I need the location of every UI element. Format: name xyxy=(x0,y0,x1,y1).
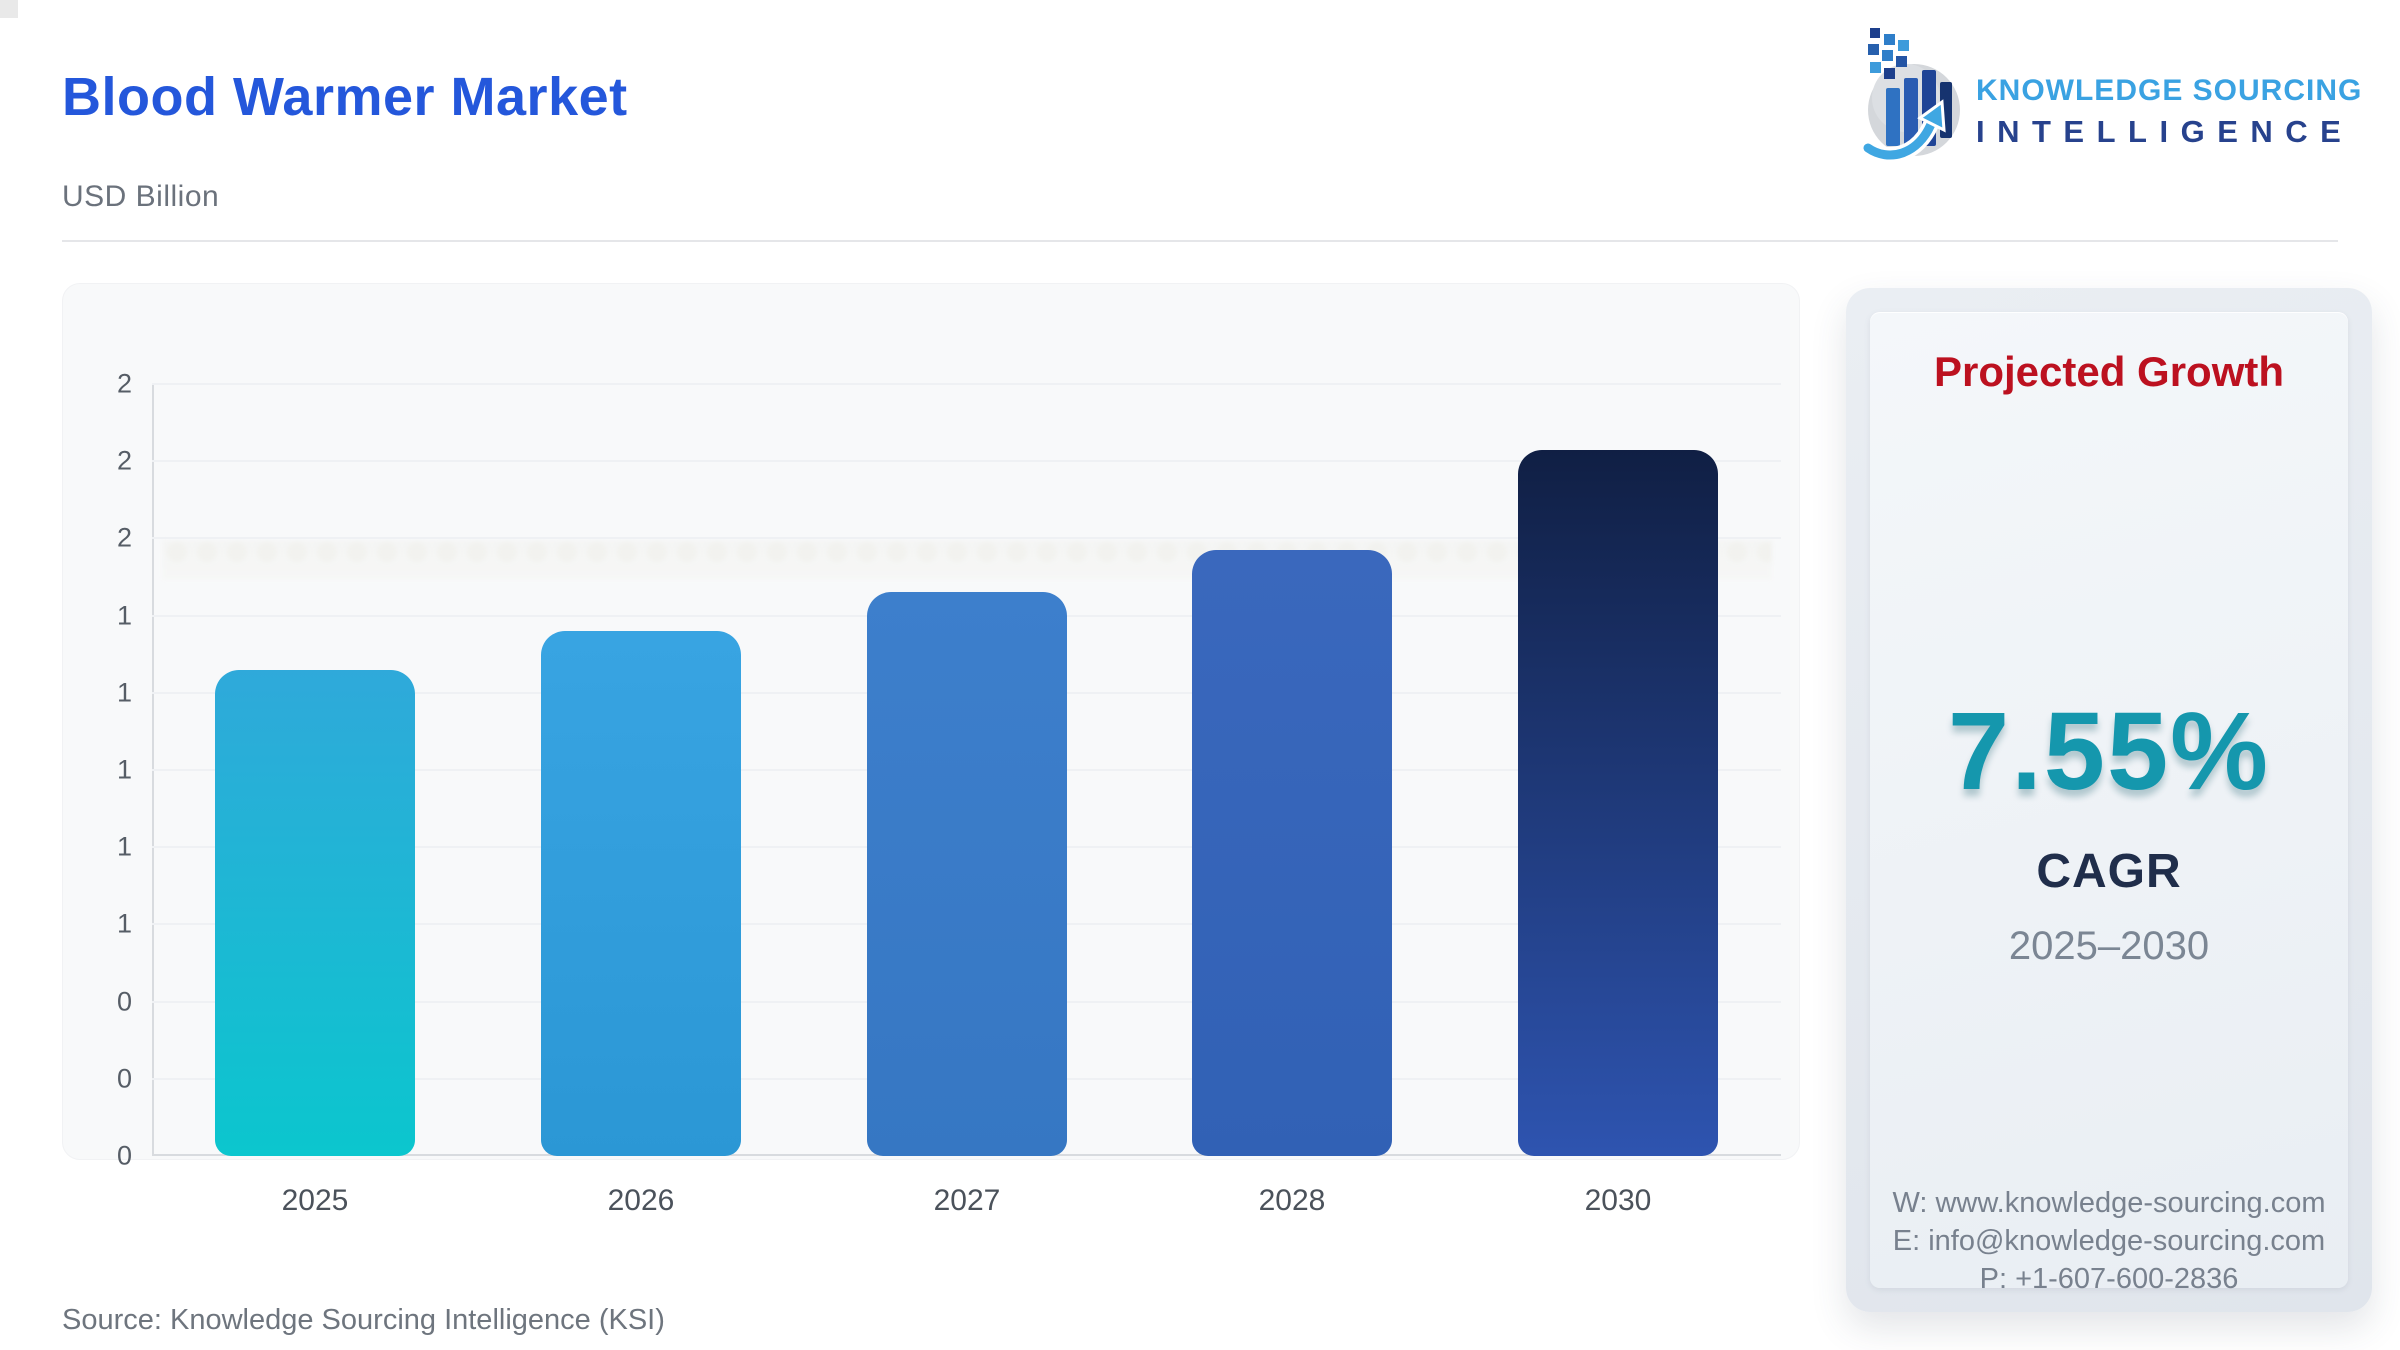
ksi-logo-icon xyxy=(1862,28,1960,163)
header-divider xyxy=(62,240,2338,242)
bar-2030 xyxy=(1518,450,1718,1156)
logo-line1: KNOWLEDGE SOURCING xyxy=(1976,74,2363,107)
plot-area: 0 0 0 1 1 1 1 1 2 2 2 2025 2026 2027 2028 2030 xyxy=(117,369,1781,1217)
page-title: Blood Warmer Market xyxy=(62,67,628,127)
bar-2027 xyxy=(867,592,1067,1156)
y-tick-label: 1 xyxy=(116,908,132,939)
x-tick-label-2025: 2025 xyxy=(281,1184,349,1217)
bar-2028 xyxy=(1192,550,1392,1156)
gridline xyxy=(152,460,1781,463)
gridline xyxy=(152,537,1781,540)
y-tick-label: 1 xyxy=(116,754,132,785)
corner-artifact xyxy=(0,0,18,18)
chart-panel: 0 0 0 1 1 1 1 1 2 2 2 2025 2026 2027 2028 2030 xyxy=(62,283,1800,1217)
projected-growth-panel: Projected Growth 7.55% CAGR 2025–2030 W:… xyxy=(1846,288,2372,1312)
y-tick-label: 0 xyxy=(116,1140,132,1171)
contact-website: W: www.knowledge-sourcing.com xyxy=(1892,1187,2326,1219)
projected-growth-card: Projected Growth 7.55% CAGR 2025–2030 W:… xyxy=(1870,312,2348,1295)
x-tick-label-2028: 2028 xyxy=(1258,1184,1326,1217)
page-subtitle: USD Billion xyxy=(62,180,220,213)
contact-phone: P: +1-607-600-2836 xyxy=(1979,1263,2239,1295)
contact-email: E: info@knowledge-sourcing.com xyxy=(1892,1225,2326,1257)
x-tick-label-2026: 2026 xyxy=(607,1184,675,1217)
y-tick-label: 1 xyxy=(116,831,132,862)
logo-line2: INTELLIGENCE xyxy=(1976,114,2354,149)
company-logo: KNOWLEDGE SOURCING INTELLIGENCE xyxy=(1862,26,2362,166)
projected-growth-heading: Projected Growth xyxy=(1933,348,2285,395)
y-tick-label: 2 xyxy=(116,522,132,553)
cagr-period: 2025–2030 xyxy=(2008,924,2210,968)
x-tick-label-2027: 2027 xyxy=(933,1184,1001,1217)
cagr-value: 7.55% xyxy=(1948,690,2270,813)
watermark-band xyxy=(162,540,1772,580)
bar-2026 xyxy=(541,631,741,1156)
source-note: Source: Knowledge Sourcing Intelligence … xyxy=(62,1304,665,1336)
gridline xyxy=(152,383,1781,385)
y-tick-label: 0 xyxy=(116,986,132,1017)
contact-info: W: www.knowledge-sourcing.com E: info@kn… xyxy=(1870,1184,2348,1298)
y-tick-label: 2 xyxy=(116,445,132,476)
y-tick-label: 1 xyxy=(116,600,132,631)
y-tick-label: 1 xyxy=(116,677,132,708)
cagr-label: CAGR xyxy=(2036,845,2182,898)
bar-2025 xyxy=(215,670,415,1156)
logo-wordmark: KNOWLEDGE SOURCING INTELLIGENCE xyxy=(1976,74,2362,150)
y-tick-label: 0 xyxy=(116,1063,132,1094)
y-tick-label: 2 xyxy=(116,368,132,399)
x-tick-label-2030: 2030 xyxy=(1584,1184,1652,1217)
